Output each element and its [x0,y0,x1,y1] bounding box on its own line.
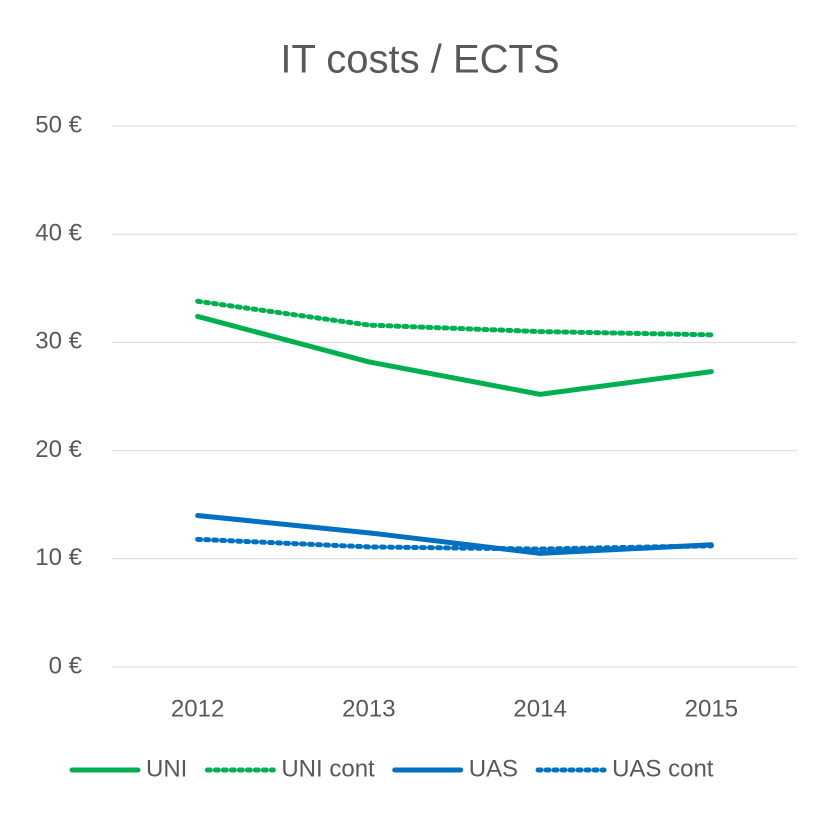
y-tick-label: 50 € [35,111,82,138]
legend-label: UNI [146,755,187,782]
series-line [195,298,714,338]
y-tick-label: 20 € [35,436,82,463]
y-tick-label: 0 € [49,652,83,679]
legend-label: UAS cont [612,755,714,782]
chart-title: IT costs / ECTS [280,38,559,82]
y-tick-label: 10 € [35,544,82,571]
series-line [195,536,714,552]
x-tick-label: 2013 [342,695,395,722]
y-tick-label: 30 € [35,328,82,355]
x-tick-label: 2015 [685,695,738,722]
y-tick-label: 40 € [35,220,82,247]
legend-label: UNI cont [281,755,375,782]
x-tick-label: 2014 [513,695,566,722]
legend-label: UAS [469,755,518,782]
series-line [195,313,714,397]
x-tick-label: 2012 [171,695,224,722]
